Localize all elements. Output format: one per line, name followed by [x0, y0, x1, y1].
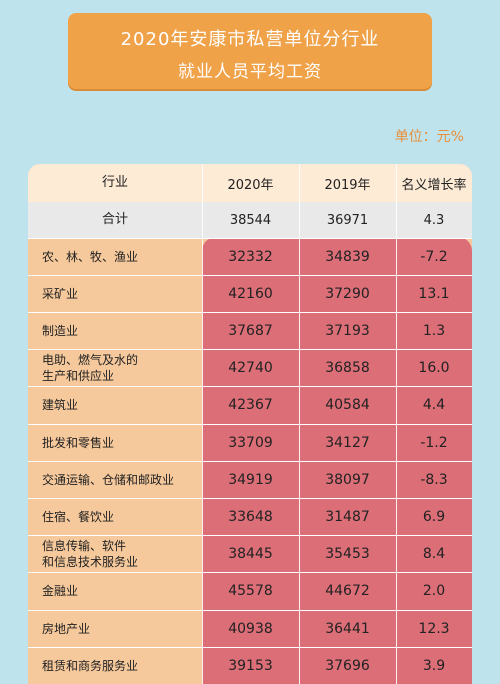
value-2019: 38097 — [325, 471, 370, 488]
value-2019: 34839 — [325, 248, 370, 265]
value-2019: 34127 — [325, 434, 370, 451]
table-row: 电助、燃气及水的 生产和供应业 42740 36858 16.0 — [28, 350, 472, 387]
table-row: 交通运输、仓储和邮政业 34919 38097 -8.3 — [28, 461, 472, 498]
industry-name: 交通运输、仓储和邮政业 — [42, 472, 175, 487]
row-divider — [28, 311, 472, 313]
growth-rate: -1.2 — [420, 434, 448, 451]
value-2019: 31487 — [325, 508, 370, 525]
value-2020: 42367 — [228, 397, 273, 414]
value-2019: 37696 — [325, 657, 370, 674]
growth-rate: 16.0 — [418, 360, 450, 377]
value-2020: 42740 — [228, 360, 273, 377]
table-row: 信息传输、软件 和信息技术服务业 38445 35453 8.4 — [28, 536, 472, 573]
total-label: 合计 — [101, 212, 128, 227]
total-2019: 36971 — [326, 212, 369, 228]
value-2020: 38445 — [228, 546, 273, 563]
unit-label: 单位：元% — [394, 129, 464, 145]
table-row: 批发和零售业 33709 34127 -1.2 — [28, 424, 472, 461]
industry-name: 制造业 — [42, 323, 79, 338]
row-divider — [28, 609, 472, 611]
value-2020: 39153 — [228, 657, 273, 674]
table-row: 金融业 45578 44672 2.0 — [28, 573, 472, 610]
title-banner: 2020年安康市私营单位分行业 就业人员平均工资 — [68, 13, 432, 89]
industry-name: 住宿、餐饮业 — [42, 509, 115, 524]
column-divider — [202, 164, 203, 684]
value-2019: 35453 — [325, 546, 370, 563]
value-2020: 32332 — [228, 248, 273, 265]
column-divider — [299, 164, 300, 684]
industry-name: 批发和零售业 — [42, 435, 115, 450]
value-2020: 40938 — [228, 620, 273, 637]
value-2020: 45578 — [228, 583, 273, 600]
growth-rate: 4.4 — [422, 397, 446, 414]
value-2020: 37687 — [228, 322, 273, 339]
row-divider — [28, 237, 472, 239]
header-industry: 行业 — [101, 175, 128, 190]
row-divider — [28, 423, 472, 425]
value-2020: 33709 — [228, 434, 273, 451]
value-2019: 37193 — [325, 322, 370, 339]
row-divider — [28, 497, 472, 499]
table-row: 采矿业 42160 37290 13.1 — [28, 275, 472, 312]
table-row: 住宿、餐饮业 33648 31487 6.9 — [28, 498, 472, 535]
header-growth: 名义增长率 — [401, 177, 467, 193]
industry-name: 采矿业 — [42, 286, 79, 301]
growth-rate: 6.9 — [422, 508, 446, 525]
value-2020: 34919 — [228, 471, 273, 488]
row-divider — [28, 535, 472, 537]
header-2019: 2019年 — [324, 177, 371, 193]
industry-name: 房地产业 — [42, 621, 91, 636]
column-divider — [396, 164, 397, 684]
industry-name: 建筑业 — [42, 398, 79, 413]
table-row: 制造业 37687 37193 1.3 — [28, 312, 472, 349]
table-row: 房地产业 40938 36441 12.3 — [28, 610, 472, 647]
total-row: 合计 38544 36971 4.3 — [28, 202, 472, 238]
value-2020: 33648 — [228, 508, 273, 525]
title-line-1: 2020年安康市私营单位分行业 — [120, 29, 380, 50]
table-row: 租赁和商务服务业 39153 37696 3.9 — [28, 647, 472, 684]
industry-name: 农、林、牧、渔业 — [42, 249, 139, 264]
wage-table: 行业 2020年 2019年 名义增长率 合计 38544 36971 4.3 … — [28, 164, 472, 684]
value-2020: 42160 — [228, 285, 273, 302]
table-row: 农、林、牧、渔业 32332 34839 -7.2 — [28, 238, 472, 275]
growth-rate: -8.3 — [420, 471, 448, 488]
growth-rate: 1.3 — [422, 322, 446, 339]
growth-rate: 2.0 — [422, 583, 446, 600]
value-2019: 37290 — [325, 285, 370, 302]
row-divider — [28, 460, 472, 462]
row-divider — [28, 572, 472, 574]
value-2019: 40584 — [325, 397, 370, 414]
industry-name: 金融业 — [42, 584, 79, 599]
growth-rate: -7.2 — [420, 248, 448, 265]
total-2020: 38544 — [229, 212, 272, 228]
growth-rate: 12.3 — [418, 620, 450, 637]
title-line-2: 就业人员平均工资 — [178, 62, 322, 82]
header-row: 行业 2020年 2019年 名义增长率 — [28, 164, 472, 202]
header-2020: 2020年 — [227, 177, 274, 193]
growth-rate: 13.1 — [418, 285, 450, 302]
value-2019: 44672 — [325, 583, 370, 600]
row-divider — [28, 349, 472, 351]
row-divider — [28, 274, 472, 276]
row-divider — [28, 646, 472, 648]
growth-rate: 3.9 — [422, 657, 446, 674]
row-divider — [28, 386, 472, 388]
value-2019: 36441 — [325, 620, 370, 637]
total-growth: 4.3 — [423, 212, 445, 228]
table-row: 建筑业 42367 40584 4.4 — [28, 387, 472, 424]
industry-name: 信息传输、软件 和信息技术服务业 — [42, 539, 139, 570]
value-2019: 36858 — [325, 360, 370, 377]
industry-name: 租赁和商务服务业 — [42, 658, 139, 673]
industry-name: 电助、燃气及水的 生产和供应业 — [42, 353, 139, 384]
growth-rate: 8.4 — [422, 546, 446, 563]
